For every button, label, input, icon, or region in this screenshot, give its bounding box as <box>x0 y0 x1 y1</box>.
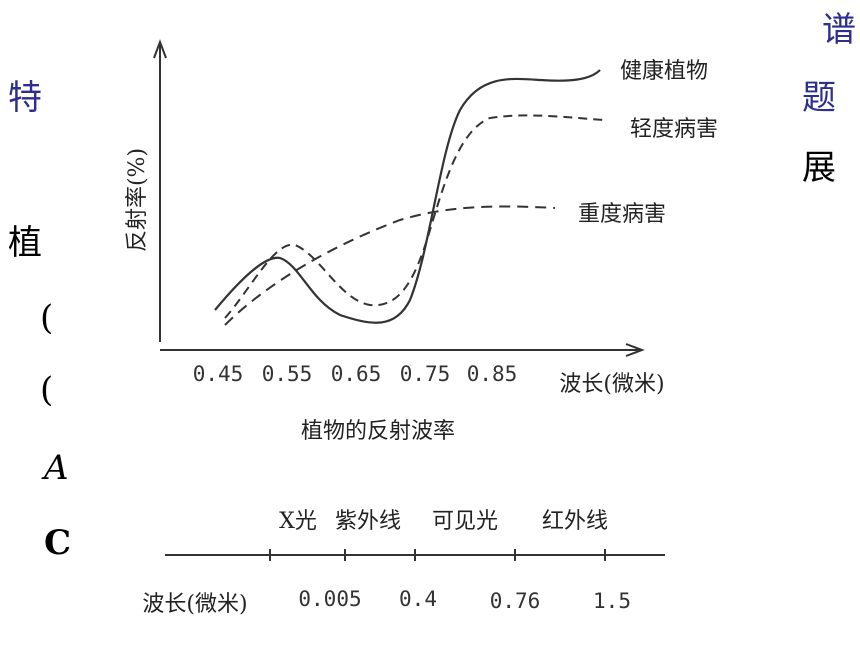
slide-fragment: 植 <box>8 223 42 263</box>
band-label: 紫外线 <box>335 509 401 534</box>
y-axis-label: 反射率(%) <box>125 148 150 252</box>
light-disease-curve <box>224 114 606 319</box>
spectrum-tick-label: 0.4 <box>399 587 437 611</box>
slide-fragment: C <box>44 523 71 563</box>
slide-fragment: 谱 <box>822 10 856 50</box>
spectrum-tick-label: 1.5 <box>593 589 631 613</box>
spectrum-tick-label: 0.005 <box>298 587 361 611</box>
severe-disease-curve <box>224 205 556 326</box>
curve-label: 重度病害 <box>578 202 666 227</box>
slide-fragment: 题 <box>802 78 836 118</box>
spectrum-tick-label: 0.76 <box>490 589 541 613</box>
slide-fragment: ( <box>40 298 53 338</box>
slide-fragment: 展 <box>802 148 836 188</box>
x-tick-label: 0.85 <box>467 362 518 386</box>
healthy-curve <box>214 69 601 324</box>
figure-caption: 植物的反射波率 <box>301 419 455 444</box>
axes <box>153 39 645 357</box>
x-tick-label: 0.65 <box>331 362 382 386</box>
slide-fragment: ( <box>40 370 53 410</box>
x-tick-label: 0.55 <box>262 362 313 386</box>
slide-fragment: 特 <box>8 78 42 118</box>
spectrum-axis <box>165 549 665 561</box>
figure-background <box>180 0 800 40</box>
band-label: X光 <box>279 509 317 534</box>
band-label: 可见光 <box>432 509 498 534</box>
x-tick-label: 0.45 <box>193 362 244 386</box>
curve-label: 轻度病害 <box>630 117 718 142</box>
curve-label: 健康植物 <box>620 59 708 84</box>
spectrum-axis-label: 波长(微米) <box>142 592 247 617</box>
band-label: 红外线 <box>542 509 608 534</box>
x-axis-label: 波长(微米) <box>559 372 664 397</box>
slide-fragment: A <box>41 448 69 488</box>
x-tick-label: 0.75 <box>400 362 451 386</box>
